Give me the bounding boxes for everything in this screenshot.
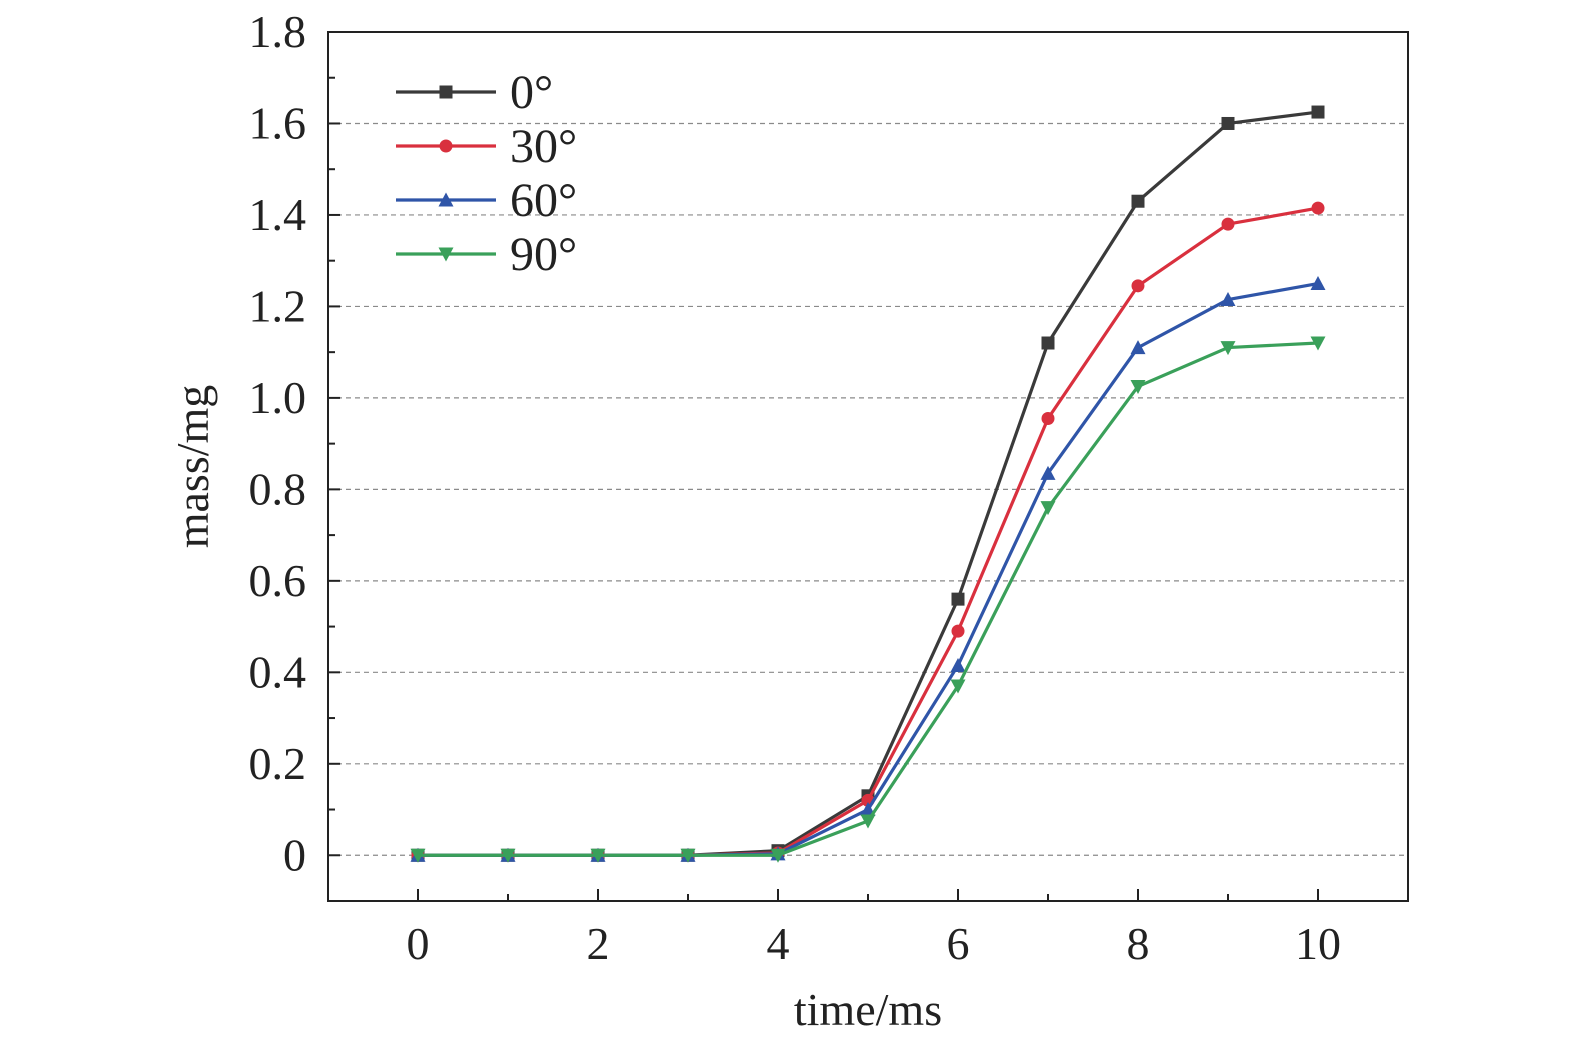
axis-ticks: 0 0.2 0.4 0.6 0.8 1.0 1.2 1.4 1.6 1.8 0 2 4 6 8 10: [249, 6, 1342, 969]
grid-lines: [328, 122, 1408, 856]
legend-label: 0°: [510, 66, 553, 119]
data-point: [1041, 336, 1055, 350]
y-tick-label: 0.8: [249, 463, 307, 514]
data-point: [1221, 217, 1235, 231]
data-point: [1130, 379, 1146, 394]
y-tick-label: 0.6: [249, 555, 307, 606]
legend-marker: [439, 85, 453, 99]
data-point: [1310, 336, 1326, 351]
data-point: [951, 592, 965, 606]
legend-entry: 0°: [396, 66, 553, 119]
y-tick-label: 1.8: [249, 6, 307, 57]
x-tick-label: 4: [767, 918, 790, 969]
data-point: [1041, 411, 1055, 425]
data-point: [1221, 116, 1235, 130]
legend-label: 60°: [510, 174, 577, 227]
y-axis-label: mass/mg: [167, 385, 218, 549]
data-point: [1131, 194, 1145, 208]
series-line: [418, 206, 1319, 857]
data-point: [1310, 276, 1326, 291]
legend: 0°30°60°90°: [396, 66, 577, 281]
series-line: [418, 281, 1319, 857]
x-tick-label: 0: [407, 918, 430, 969]
data-point: [1040, 501, 1056, 516]
data-point: [950, 679, 966, 694]
data-point: [860, 814, 876, 829]
y-tick-label: 0.4: [249, 646, 307, 697]
y-tick-label: 0.2: [249, 738, 307, 789]
y-tick-label: 1.2: [249, 280, 307, 331]
x-tick-label: 8: [1127, 918, 1150, 969]
legend-label: 90°: [510, 228, 577, 281]
x-tick-label: 2: [587, 918, 610, 969]
data-point: [1130, 340, 1146, 355]
legend-entry: 60°: [396, 174, 577, 227]
series-1: [411, 201, 1325, 862]
data-point: [1040, 465, 1056, 480]
y-tick-label: 0: [283, 829, 306, 880]
data-point: [950, 657, 966, 672]
plot-frame: [327, 31, 1409, 902]
legend-marker: [439, 139, 453, 153]
x-tick-label: 10: [1295, 918, 1341, 969]
data-point: [410, 848, 426, 863]
data-point: [1311, 105, 1325, 119]
data-point: [770, 848, 786, 863]
y-tick-label: 1.6: [249, 97, 307, 148]
data-point: [500, 848, 516, 863]
x-tick-label: 6: [947, 918, 970, 969]
legend-entry: 30°: [396, 120, 577, 173]
data-point: [1220, 292, 1236, 307]
data-point: [680, 848, 696, 863]
legend-label: 30°: [510, 120, 577, 173]
data-point: [951, 624, 965, 638]
legend-marker: [438, 192, 454, 207]
y-tick-label: 1.0: [249, 372, 307, 423]
series-3: [410, 336, 1326, 863]
legend-entry: 90°: [396, 228, 577, 281]
data-point: [590, 848, 606, 863]
series-line: [418, 341, 1319, 857]
y-tick-label: 1.4: [249, 189, 307, 240]
series-group: [410, 105, 1326, 863]
data-point: [1131, 279, 1145, 293]
x-axis-label: time/ms: [794, 984, 942, 1035]
legend-marker: [438, 247, 454, 262]
data-point: [1220, 341, 1236, 356]
data-point: [1311, 201, 1325, 215]
